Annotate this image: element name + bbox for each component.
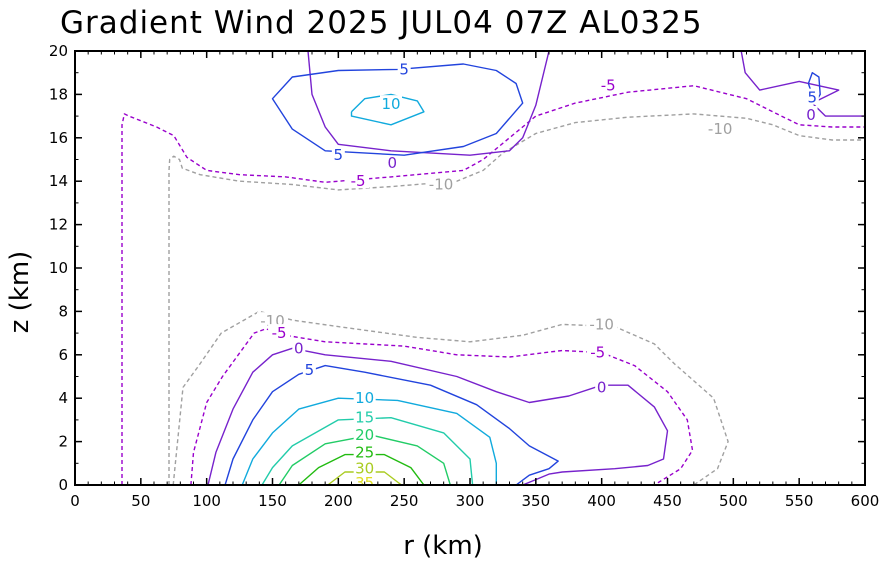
plot-area: -10-10-10 -10-5-5-5-500005555101015202530… [121, 51, 865, 492]
contour-label-bg-0-2 [385, 153, 399, 170]
contour-label-20-0: 20 [355, 426, 374, 444]
y-tick-label-10: 20 [49, 42, 68, 60]
contour-label-bg-0-3 [804, 106, 818, 123]
contour-label-bg-5-1 [331, 146, 345, 163]
y-tick-label-5: 10 [49, 259, 68, 277]
contour-label-bg-neg5-0 [347, 172, 370, 189]
y-tick-label-3: 6 [58, 346, 68, 364]
contour-label-bg-25-0 [353, 443, 376, 460]
contour-label-25-0: 25 [355, 443, 374, 461]
chart-title: Gradient Wind 2025 JUL04 07Z AL0325 [60, 5, 703, 41]
contour-line-neg10-0 [168, 113, 865, 485]
y-tick-label-1: 2 [58, 433, 68, 451]
contour-line-neg10-1 [172, 310, 729, 485]
x-tick-label-12: 600 [851, 492, 879, 510]
contour-label-30-0: 30 [355, 460, 374, 478]
contour-label-bg-neg5-2 [268, 324, 291, 341]
contour-label-10-1: 10 [381, 95, 400, 113]
contour-label-35-0: 35 [355, 474, 374, 492]
contour-line-0-0 [207, 347, 669, 485]
contour-label-bg-5-3 [805, 88, 819, 105]
x-tick-label-10: 500 [719, 492, 748, 510]
contour-label-bg-15-0 [353, 408, 376, 425]
x-tick-label-3: 150 [258, 492, 287, 510]
x-tick-label-2: 100 [192, 492, 221, 510]
contour-label-bg-0-1 [595, 378, 609, 395]
contour-label-0-0: 0 [294, 339, 304, 357]
y-tick-label-9: 18 [49, 85, 68, 103]
contour-line-5-1 [271, 63, 524, 156]
y-tick-label-7: 14 [49, 172, 68, 190]
contour-label-0-1: 0 [597, 378, 607, 396]
axis-ticks: 0 50 100 150 200 250 300 350 400 450 500 550 6000246… [49, 42, 879, 510]
contour-label-neg10-1: -10 [708, 120, 733, 138]
contour-label-neg5-0: -5 [351, 172, 366, 190]
x-tick-label-9: 450 [653, 492, 682, 510]
contour-line-10-1 [350, 93, 425, 126]
y-tick-label-0: 0 [58, 476, 68, 494]
contour-label-bg-neg10-3 [586, 315, 618, 332]
plot-frame [74, 50, 866, 486]
contour-label-5-1: 5 [334, 146, 344, 164]
contour-label-bg-neg10-1 [704, 120, 736, 137]
contour-label-bg-5-0 [302, 360, 316, 377]
x-tick-label-7: 350 [522, 492, 551, 510]
contour-label-bg-0-0 [292, 339, 306, 356]
contour-label-5-3: 5 [808, 89, 818, 107]
contour-label-bg-20-0 [353, 426, 376, 443]
x-tick-label-11: 550 [785, 492, 814, 510]
x-axis-label: r (km) [403, 531, 483, 561]
contour-label-bg-neg5-3 [586, 343, 609, 360]
y-axis-label: z (km) [5, 251, 35, 334]
contour-label-0-2: 0 [388, 154, 398, 172]
contour-line-5-0 [224, 364, 559, 485]
contour-label-neg5-1: -5 [601, 77, 616, 95]
x-tick-label-5: 250 [390, 492, 419, 510]
contour-label-neg10-3: -10 [589, 315, 614, 333]
contour-label-bg-10-0 [353, 389, 376, 406]
y-tick-label-6: 12 [49, 216, 68, 234]
contour-label-5-2: 5 [399, 60, 409, 78]
contour-line-0-2 [740, 51, 865, 117]
contour-label-neg5-3: -5 [590, 344, 605, 362]
contour-label-15-0: 15 [355, 409, 374, 427]
y-tick-label-2: 4 [58, 389, 68, 407]
x-tick-label-6: 300 [456, 492, 485, 510]
contour-line-neg5-1 [190, 328, 694, 485]
x-tick-label-4: 200 [324, 492, 353, 510]
x-tick-label-1: 50 [131, 492, 150, 510]
contour-line-0-1 [307, 51, 550, 156]
contour-label-5-0: 5 [305, 361, 315, 379]
contour-label-bg-30-0 [353, 459, 376, 476]
contour-label-10-0: 10 [355, 389, 374, 407]
y-tick-label-4: 8 [58, 302, 68, 320]
contour-label-bg-35-0 [353, 473, 376, 485]
contour-label-bg-10-1 [380, 95, 402, 112]
x-tick-label-0: 0 [70, 492, 80, 510]
contour-label-neg5-2: -5 [272, 324, 287, 342]
contour-label-bg-neg10-0 [425, 175, 457, 192]
contour-label-neg10-0: -10 [429, 175, 454, 193]
contour-label-0-3: 0 [806, 106, 816, 124]
contour-label-bg-5-2 [397, 60, 411, 77]
contour-line-neg5-0 [121, 85, 865, 485]
contour-label-bg-neg5-1 [597, 76, 620, 93]
x-tick-label-8: 400 [587, 492, 616, 510]
y-tick-label-8: 16 [49, 129, 68, 147]
